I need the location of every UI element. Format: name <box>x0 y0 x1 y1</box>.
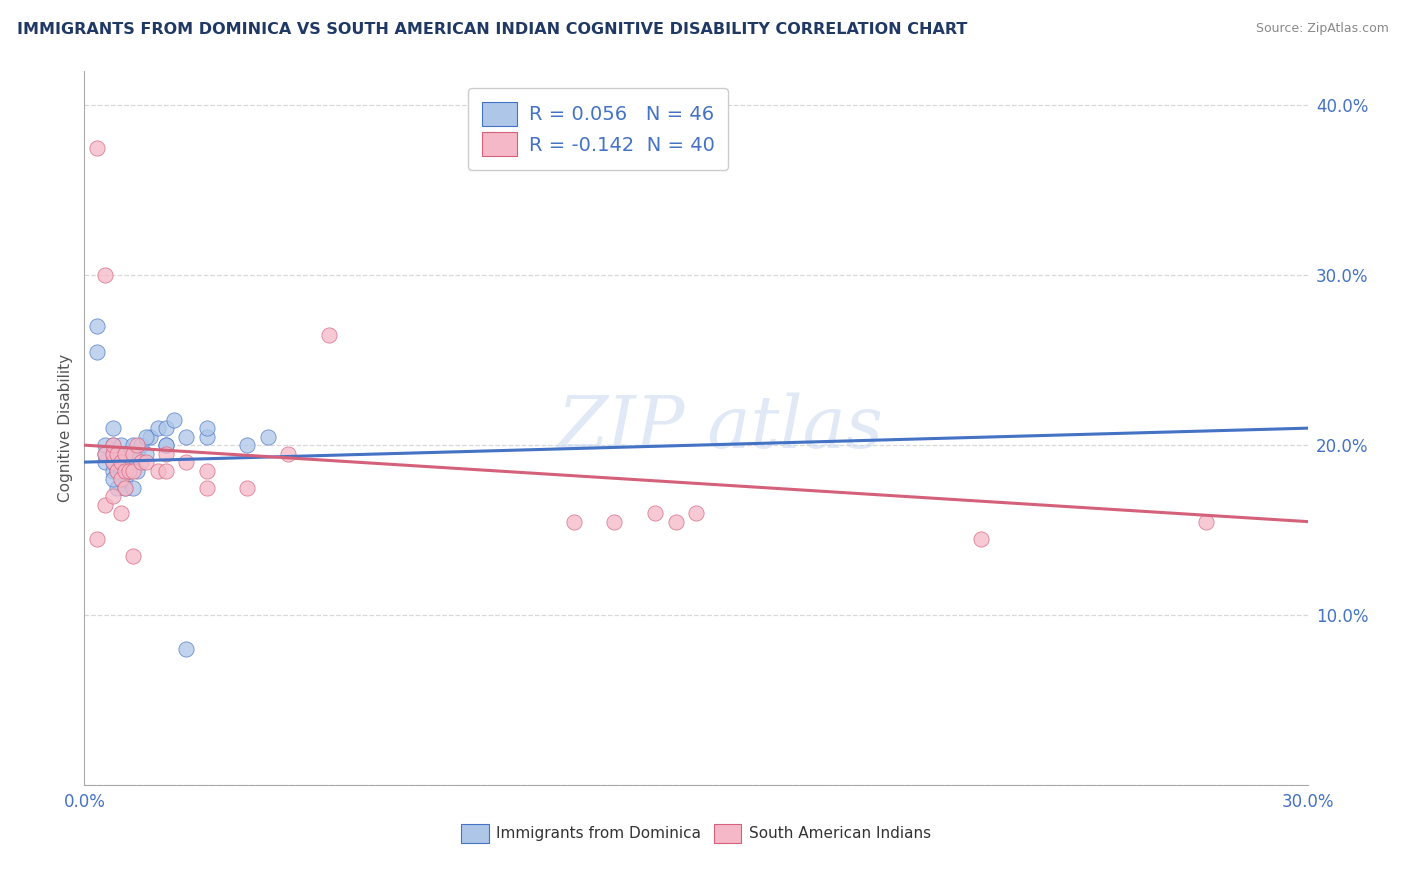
Point <box>101 447 124 461</box>
Point <box>122 481 145 495</box>
Point <box>135 447 157 461</box>
Point <box>118 447 141 461</box>
Point <box>101 489 124 503</box>
Point <box>122 447 145 461</box>
Point <box>138 430 160 444</box>
Point <box>110 506 132 520</box>
Point <box>93 438 115 452</box>
Point <box>86 319 108 334</box>
Point <box>1195 515 1218 529</box>
Point <box>114 447 136 461</box>
Point <box>195 481 218 495</box>
Point <box>105 447 128 461</box>
Point <box>277 447 299 461</box>
Point <box>236 481 259 495</box>
Point <box>146 464 169 478</box>
Point <box>146 421 169 435</box>
Point <box>122 438 145 452</box>
Point <box>105 447 128 461</box>
Point <box>135 455 157 469</box>
Point <box>110 464 132 478</box>
Point <box>603 515 626 529</box>
Point <box>122 549 145 563</box>
Point <box>174 455 197 469</box>
Point <box>114 481 136 495</box>
Point <box>110 455 132 469</box>
Point <box>174 430 197 444</box>
Point <box>101 464 124 478</box>
Legend: Immigrants from Dominica, South American Indians: Immigrants from Dominica, South American… <box>456 818 936 848</box>
Point <box>155 421 177 435</box>
Point <box>131 455 153 469</box>
Point <box>114 447 136 461</box>
Point <box>114 464 136 478</box>
Point <box>318 327 340 342</box>
Point <box>122 455 145 469</box>
Point <box>101 447 124 461</box>
Point <box>86 141 108 155</box>
Point <box>101 438 124 452</box>
Point <box>155 447 177 461</box>
Point <box>155 464 177 478</box>
Point <box>101 472 124 486</box>
Point <box>110 438 132 452</box>
Point <box>118 464 141 478</box>
Point <box>93 447 115 461</box>
Point <box>127 438 149 452</box>
Point <box>155 438 177 452</box>
Point <box>131 438 153 452</box>
Point <box>101 438 124 452</box>
Point <box>122 464 145 478</box>
Point <box>114 464 136 478</box>
Point <box>114 447 136 461</box>
Point <box>101 455 124 469</box>
Point <box>110 472 132 486</box>
Point <box>93 447 115 461</box>
Point <box>110 455 132 469</box>
Point <box>93 455 115 469</box>
Text: ZIP atlas: ZIP atlas <box>558 392 883 464</box>
Point <box>195 464 218 478</box>
Text: IMMIGRANTS FROM DOMINICA VS SOUTH AMERICAN INDIAN COGNITIVE DISABILITY CORRELATI: IMMIGRANTS FROM DOMINICA VS SOUTH AMERIC… <box>17 22 967 37</box>
Point <box>105 464 128 478</box>
Point <box>562 515 585 529</box>
Point <box>93 498 115 512</box>
Point <box>236 438 259 452</box>
Point <box>101 455 124 469</box>
Point <box>685 506 707 520</box>
Y-axis label: Cognitive Disability: Cognitive Disability <box>58 354 73 502</box>
Point <box>174 642 197 657</box>
Point <box>105 464 128 478</box>
Point <box>105 481 128 495</box>
Point <box>110 472 132 486</box>
Point <box>114 455 136 469</box>
Point <box>257 430 280 444</box>
Point <box>101 421 124 435</box>
Point <box>970 532 993 546</box>
Point <box>93 268 115 283</box>
Text: Source: ZipAtlas.com: Source: ZipAtlas.com <box>1256 22 1389 36</box>
Point <box>135 430 157 444</box>
Point <box>86 532 108 546</box>
Point <box>644 506 666 520</box>
Point <box>114 481 136 495</box>
Point <box>195 421 218 435</box>
Point <box>195 430 218 444</box>
Point <box>118 464 141 478</box>
Point <box>127 447 149 461</box>
Point <box>114 472 136 486</box>
Point <box>86 344 108 359</box>
Point <box>155 438 177 452</box>
Point <box>163 412 186 426</box>
Point <box>127 464 149 478</box>
Point <box>665 515 688 529</box>
